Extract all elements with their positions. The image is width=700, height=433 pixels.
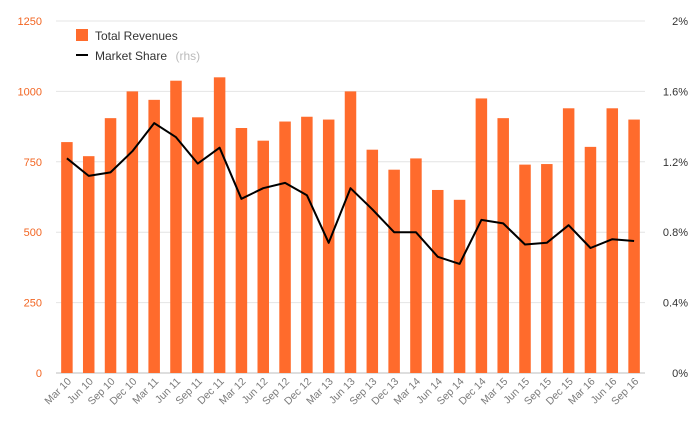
legend-label-market-share-name: Market Share: [95, 49, 167, 63]
left-tick-label: 750: [24, 157, 42, 169]
revenue-bar: [388, 169, 400, 373]
revenue-bar: [475, 98, 488, 373]
revenue-bar: [410, 158, 422, 373]
legend-label-market-share-suffix: (rhs): [175, 49, 200, 63]
revenue-bar: [104, 118, 117, 373]
right-tick-label: 2%: [672, 16, 688, 28]
revenue-bar: [562, 108, 575, 374]
revenue-bars: [61, 77, 640, 374]
revenue-bar: [432, 189, 444, 373]
right-tick-label: 1.2%: [663, 157, 688, 169]
revenue-bar: [126, 91, 139, 374]
revenue-bar: [192, 117, 204, 374]
revenue-bar: [213, 77, 226, 373]
revenue-bar: [366, 149, 379, 373]
legend-label-market-share: Market Share (rhs): [95, 47, 200, 64]
right-tick-label: 0%: [672, 368, 688, 380]
revenue-bar: [541, 164, 553, 373]
revenue-bar: [344, 91, 357, 374]
revenue-bar: [453, 199, 466, 373]
revenue-bar: [257, 140, 269, 373]
revenue-bar: [301, 116, 313, 373]
revenue-bar: [279, 121, 291, 374]
revenue-bar: [497, 118, 509, 373]
left-tick-label: 500: [24, 227, 42, 239]
legend-label-revenues: Total Revenues: [95, 29, 178, 43]
left-axis-ticks: 0 250 500 750 1000 1250: [18, 16, 42, 380]
revenue-bar: [628, 119, 640, 373]
revenue-bar: [82, 156, 95, 373]
revenue-bar: [606, 108, 619, 374]
market-share-line: [66, 122, 635, 265]
revenue-bar: [519, 164, 531, 373]
right-tick-label: 0.8%: [663, 227, 688, 239]
left-tick-label: 1000: [18, 86, 42, 98]
right-tick-label: 1.6%: [663, 86, 688, 98]
left-tick-label: 1250: [18, 16, 42, 28]
right-tick-label: 0.4%: [663, 298, 688, 310]
legend-swatch-revenues: [76, 29, 88, 41]
revenue-bar: [322, 119, 335, 373]
right-axis-ticks: 0% 0.4% 0.8% 1.2% 1.6% 2%: [663, 16, 688, 380]
revenue-bar: [235, 128, 248, 373]
revenue-bar: [148, 99, 160, 374]
revenue-bar: [170, 80, 182, 373]
left-tick-label: 250: [24, 298, 42, 310]
revenue-bar: [61, 142, 73, 373]
left-tick-label: 0: [36, 368, 42, 380]
legend: Total Revenues Market Share (rhs): [76, 29, 200, 64]
revenue-bar: [584, 146, 597, 373]
